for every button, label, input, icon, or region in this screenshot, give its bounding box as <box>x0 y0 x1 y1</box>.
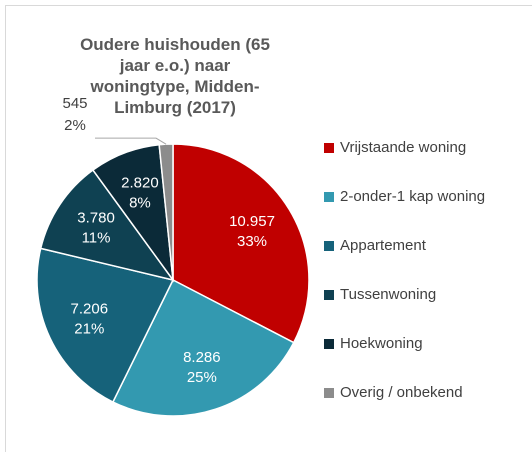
legend-swatch <box>324 339 334 349</box>
legend-swatch <box>324 143 334 153</box>
chart-title: Oudere huishouden (65 jaar e.o.) naar wo… <box>80 35 270 117</box>
data-label: 33% <box>237 233 267 250</box>
data-label: 21% <box>74 320 104 337</box>
pie-slice <box>39 169 175 282</box>
pie-slice <box>36 247 175 404</box>
legend-label: Overig / onbekend <box>340 384 463 401</box>
data-label: 2% <box>64 117 86 134</box>
pie-slice <box>111 278 295 417</box>
data-label: 3.780 <box>77 210 115 227</box>
data-label: 8.286 <box>183 349 221 366</box>
data-label: 11% <box>82 230 111 247</box>
data-label: 25% <box>187 369 217 386</box>
legend-label: Tussenwoning <box>340 286 436 303</box>
legend-swatch <box>324 241 334 251</box>
data-label: 10.957 <box>229 213 275 230</box>
legend-swatch <box>324 290 334 300</box>
legend-label: Appartement <box>340 237 427 254</box>
pie-slice <box>172 143 310 344</box>
data-label: 8% <box>129 195 151 212</box>
legend-label: Hoekwoning <box>340 335 423 352</box>
legend-label: Vrijstaande woning <box>340 139 466 156</box>
legend-swatch <box>324 388 334 398</box>
legend-label: 2-onder-1 kap woning <box>340 188 485 205</box>
data-label: 2.820 <box>121 175 159 192</box>
leader-line <box>95 137 167 145</box>
legend-swatch <box>324 192 334 202</box>
chart-frame <box>5 5 532 452</box>
data-label: 545 <box>62 95 87 112</box>
data-label: 7.206 <box>71 300 109 317</box>
